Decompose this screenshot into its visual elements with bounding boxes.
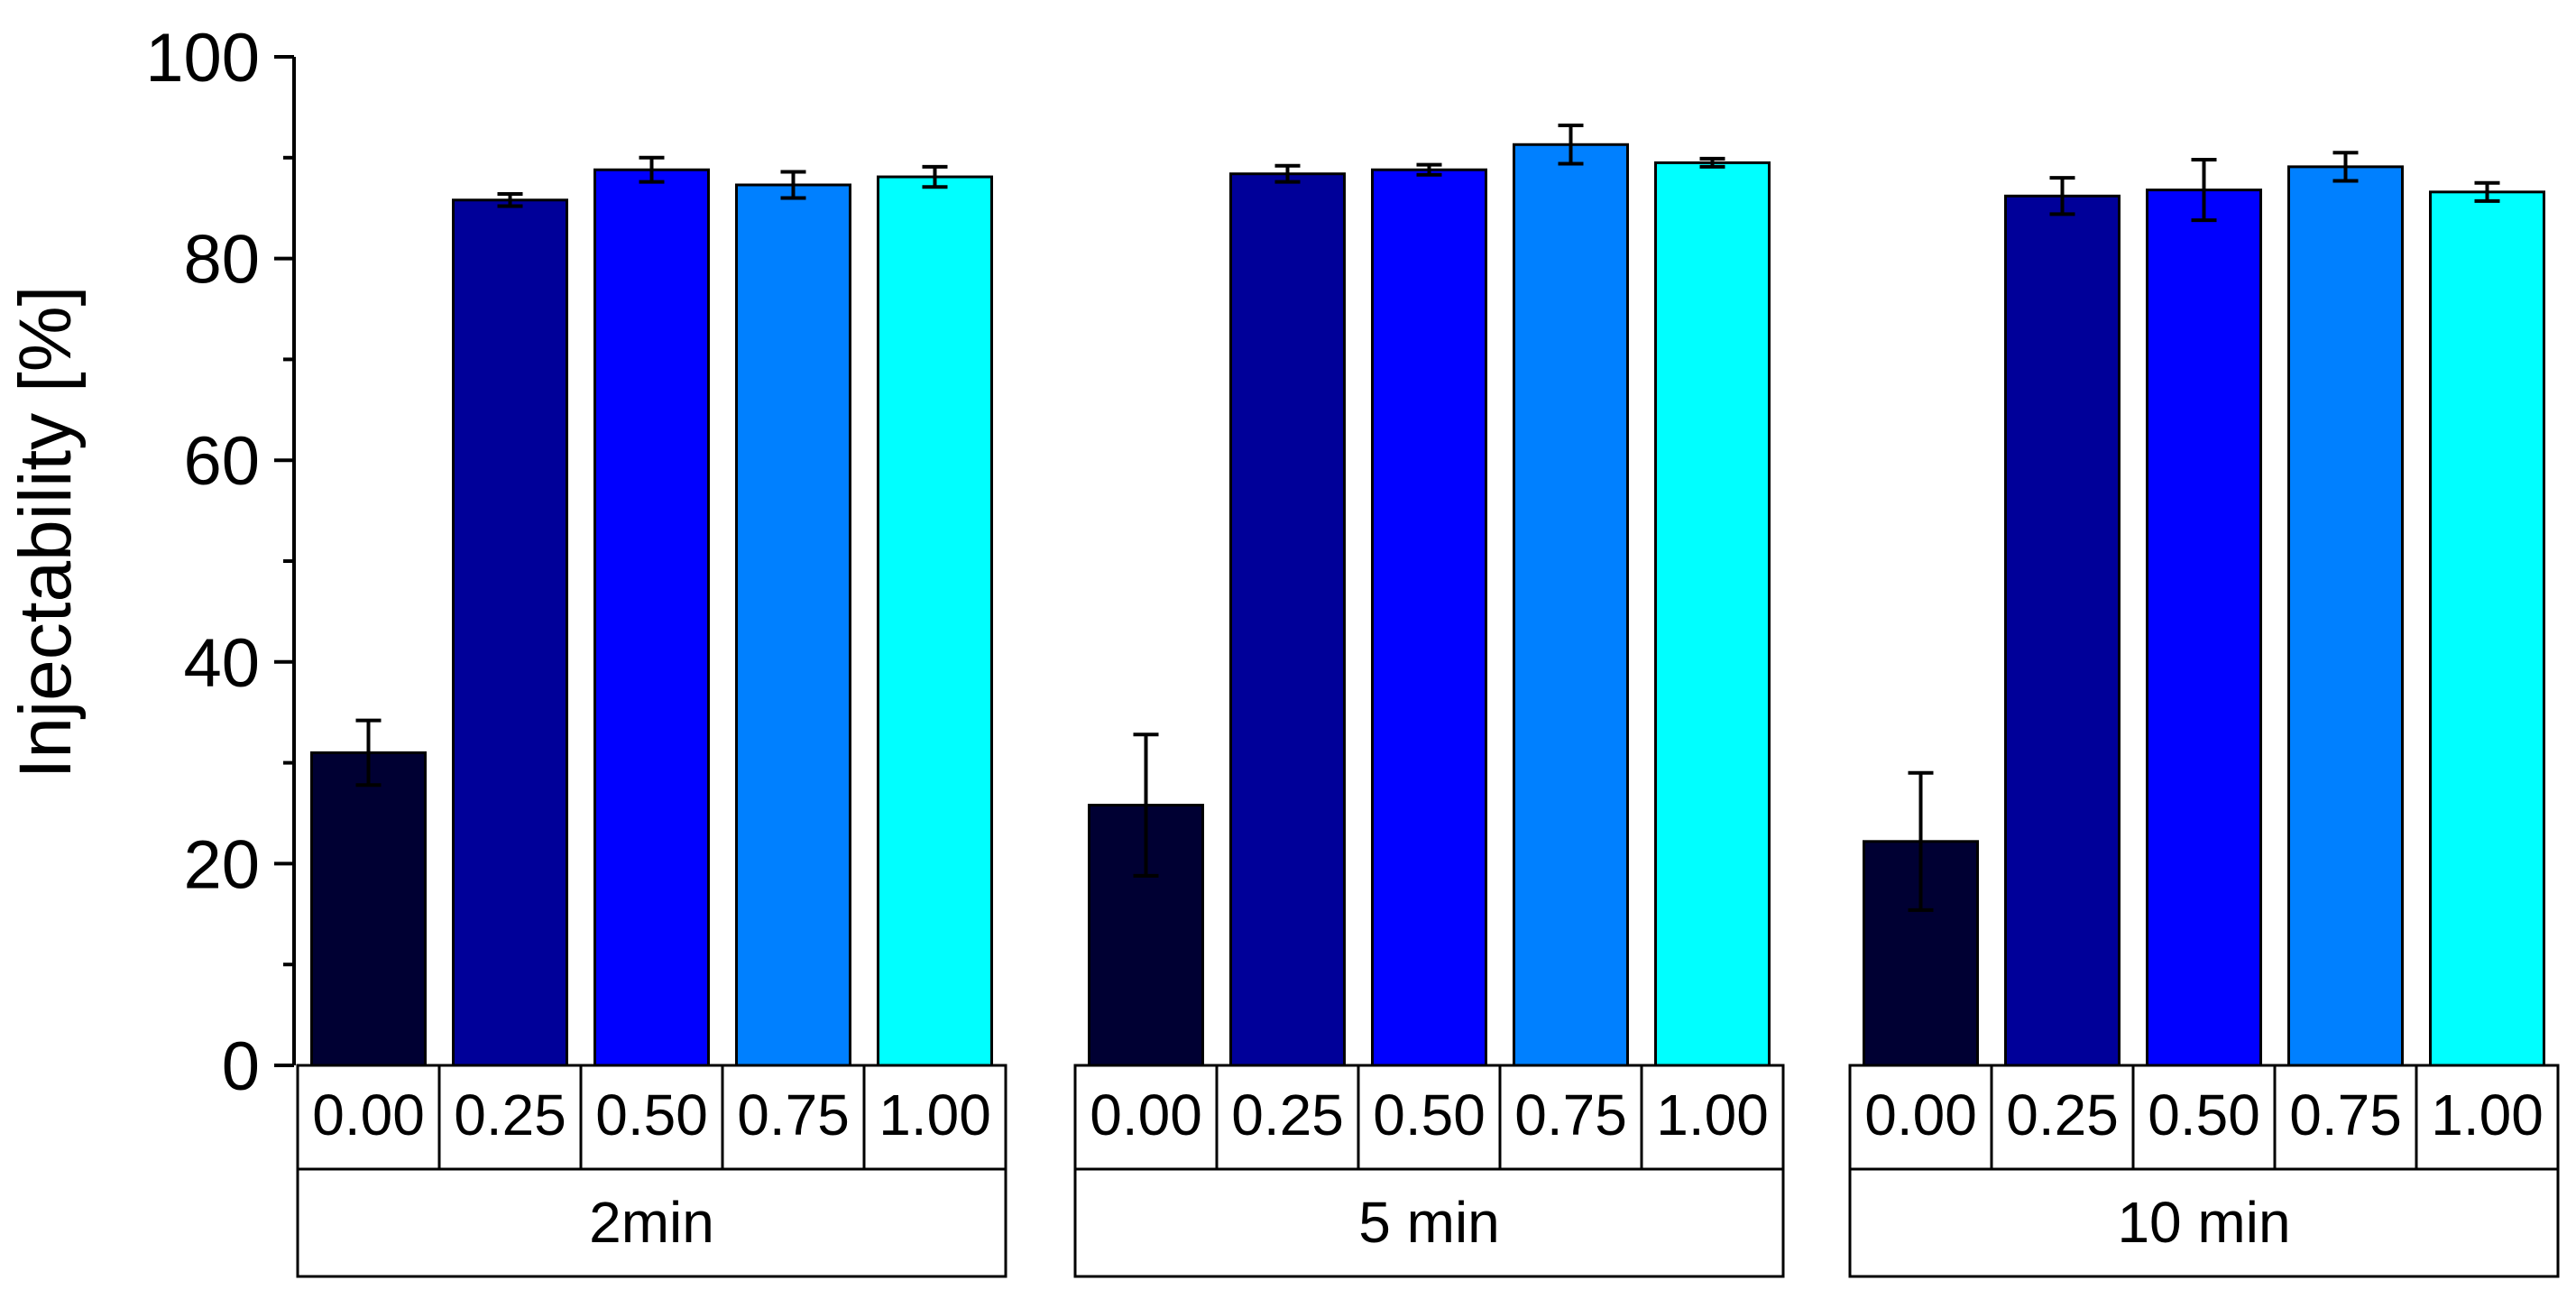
y-axis: 0 20 40 60 80 100: [145, 20, 296, 1105]
bar: [2429, 190, 2545, 1067]
x-tick-label: 0.50: [1373, 1082, 1486, 1147]
bar: [1654, 161, 1771, 1067]
y-tick-label: 20: [183, 826, 260, 903]
x-tick-label: 0.75: [737, 1082, 850, 1147]
x-tick-label: 0.50: [2148, 1082, 2260, 1147]
y-axis-label: Injectability [%]: [5, 286, 87, 779]
group-label: 10 min: [2117, 1190, 2290, 1255]
bar: [1513, 143, 1629, 1067]
x-tick-label: 0.00: [312, 1082, 425, 1147]
y-tick-label: 60: [183, 423, 260, 500]
x-tick-label: 1.00: [879, 1082, 991, 1147]
bar: [593, 168, 710, 1067]
y-tick-label: 0: [222, 1028, 260, 1105]
group-label: 2min: [589, 1190, 714, 1255]
y-tick-label: 40: [183, 625, 260, 702]
bar: [2287, 165, 2404, 1067]
bar: [735, 183, 851, 1067]
x-tick-label: 1.00: [1656, 1082, 1769, 1147]
x-axis-category-table: 0.00 0.25 0.50 0.75 1.00 2min 0.00 0.25 0.50 0.75…: [296, 1064, 2560, 1278]
x-tick-label: 0.25: [2006, 1082, 2119, 1147]
y-tick-label: 80: [183, 222, 260, 299]
x-tick-label: 0.50: [595, 1082, 708, 1147]
group-cell: [296, 1167, 1007, 1278]
bar: [2146, 189, 2262, 1067]
bar: [2004, 194, 2121, 1067]
x-tick-label: 0.25: [454, 1082, 566, 1147]
x-tick-label: 0.00: [1864, 1082, 1977, 1147]
bar: [452, 198, 568, 1067]
x-tick-label: 0.00: [1090, 1082, 1202, 1147]
y-tick-label: 100: [145, 20, 260, 97]
group-label: 5 min: [1358, 1190, 1500, 1255]
group-cell: [1848, 1167, 2560, 1278]
x-tick-label: 1.00: [2431, 1082, 2544, 1147]
x-tick-label: 0.25: [1231, 1082, 1344, 1147]
x-tick-label: 0.75: [1514, 1082, 1627, 1147]
bar: [1229, 172, 1346, 1067]
group-cell: [1073, 1167, 1785, 1278]
x-tick-label: 0.75: [2289, 1082, 2402, 1147]
bar: [877, 175, 993, 1067]
plot-area: [310, 124, 2545, 1067]
bar: [310, 751, 427, 1067]
bar: [1371, 168, 1487, 1067]
